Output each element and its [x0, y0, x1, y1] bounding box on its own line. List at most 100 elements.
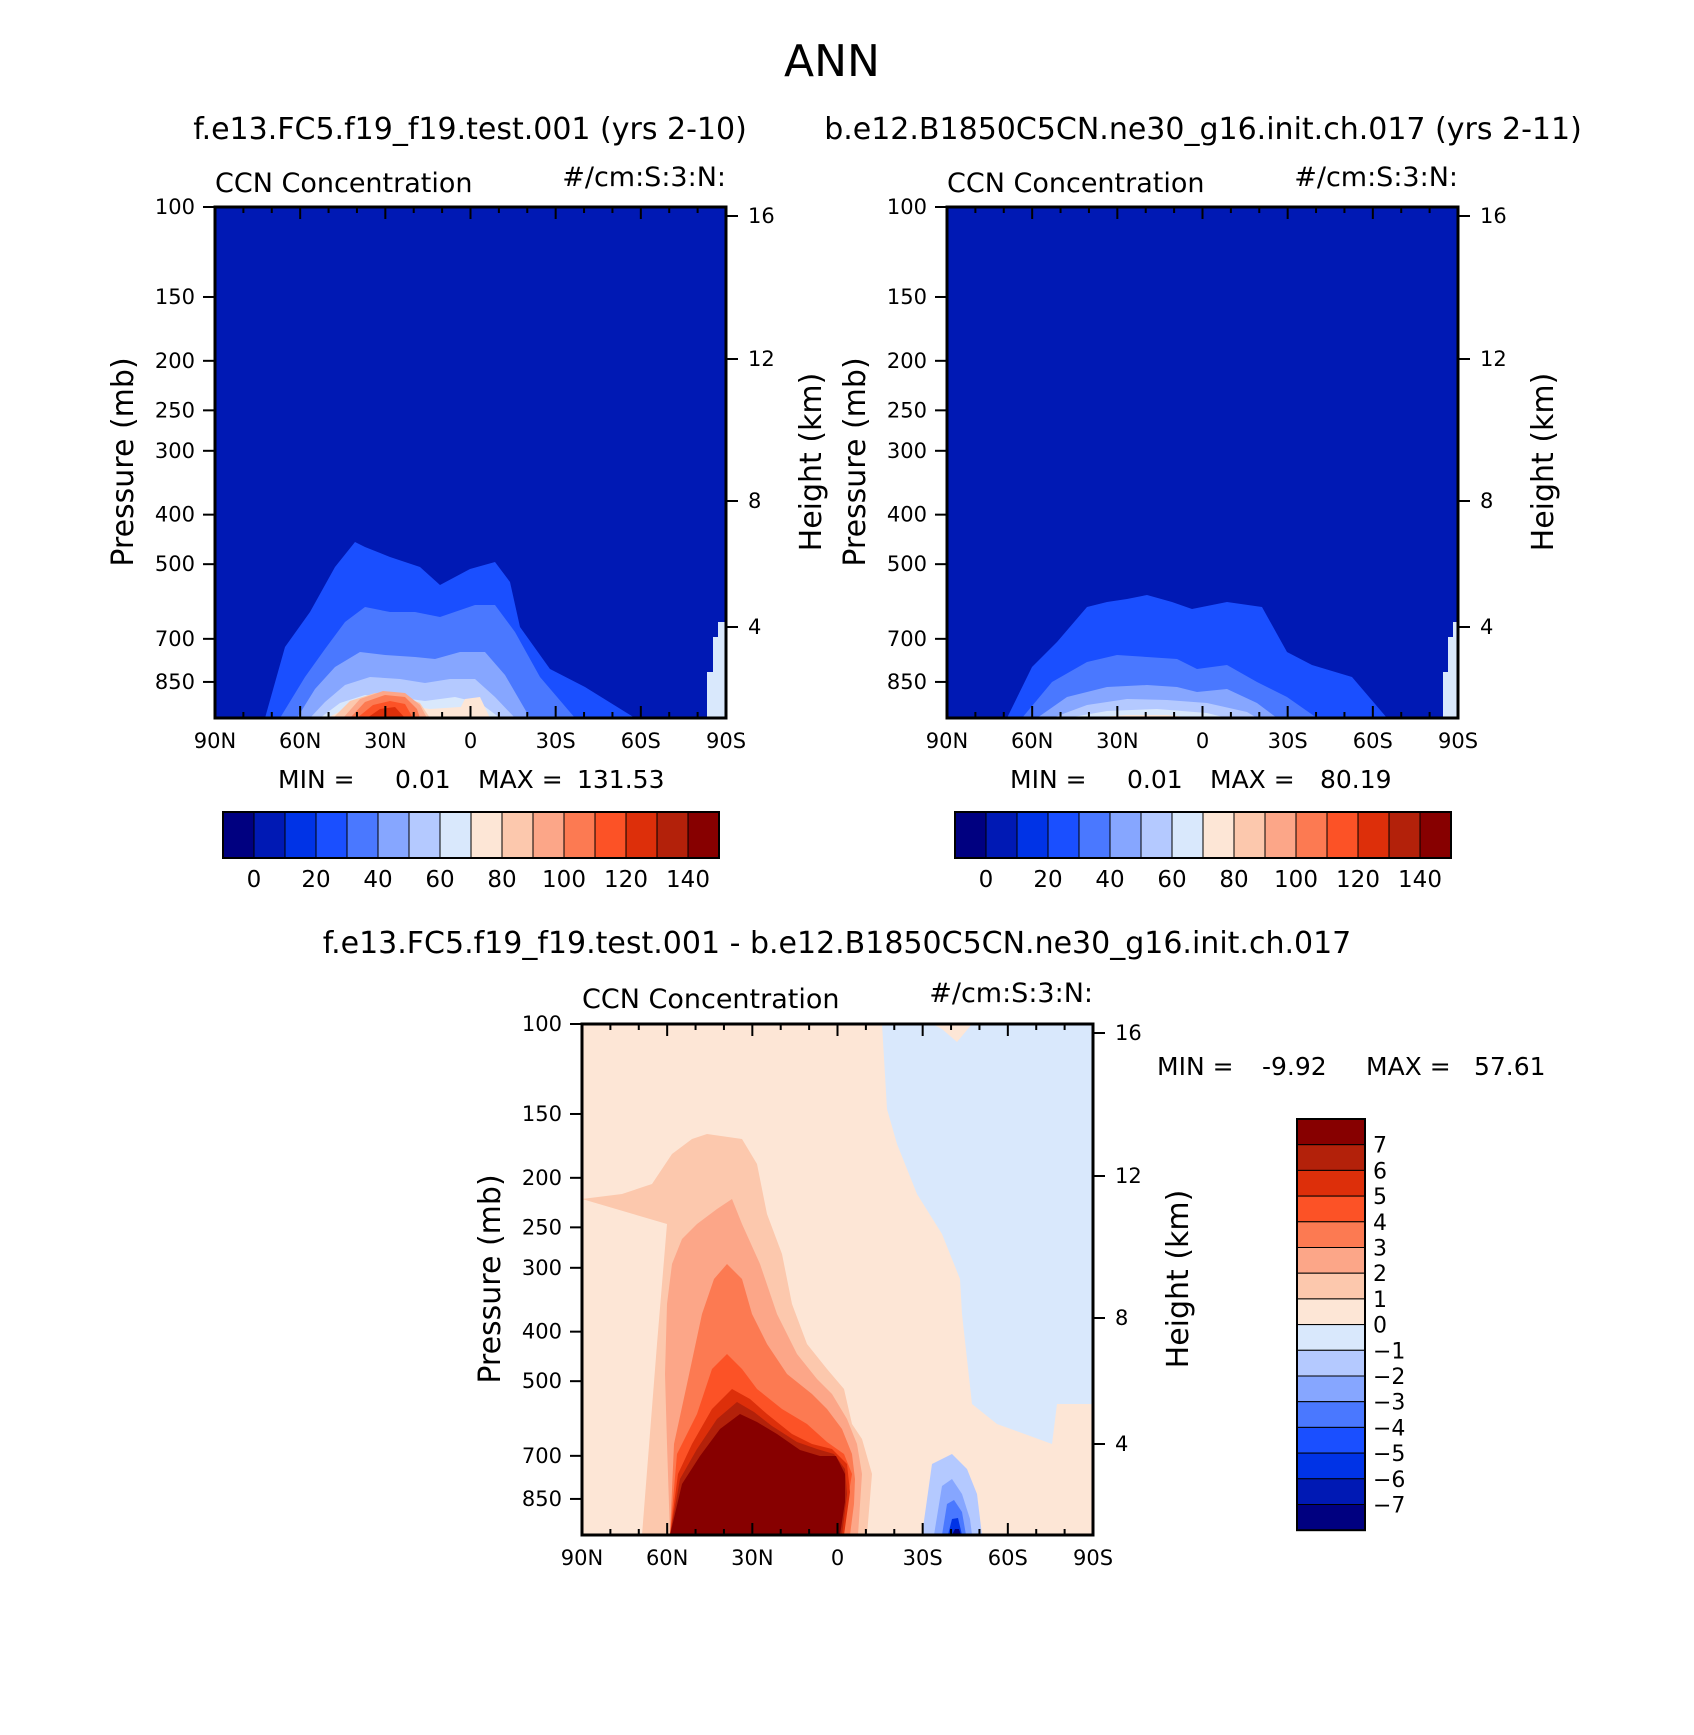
y2-tick-label: 16 [748, 204, 775, 228]
colorbar-box [1388, 811, 1421, 859]
max-label: MAX = [1210, 765, 1295, 794]
panel-difference: f.e13.FC5.f19_f19.test.001 - b.e12.B1850… [323, 926, 1546, 1570]
colorbar-box [594, 811, 627, 859]
variable-label: CCN Concentration [947, 168, 1205, 199]
y-tick-label: 150 [155, 285, 195, 309]
contour-band [1067, 709, 1227, 718]
contour-band [1078, 1439, 1093, 1535]
colorbar-box [1296, 1247, 1366, 1274]
colorbar: 0 20 40 60 80 100 120 140 [954, 811, 1452, 893]
contour-fills [1007, 595, 1458, 718]
colorbar-box [1296, 1169, 1366, 1197]
x-tick-label: 30N [364, 729, 406, 753]
colorbar-label: 60 [1157, 867, 1186, 893]
colorbar-box [1295, 811, 1328, 859]
colorbar-label: 140 [666, 867, 710, 893]
colorbar-label: 40 [363, 867, 392, 893]
colorbar-frame [954, 811, 1452, 859]
y2-tick-label: 4 [1115, 1432, 1128, 1456]
y-tick-label: 700 [887, 627, 927, 651]
colorbar-label: 4 [1373, 1211, 1387, 1236]
colorbar-label: 5 [1373, 1185, 1387, 1210]
colorbar-label: 20 [301, 867, 330, 893]
colorbar-box [1296, 1272, 1366, 1300]
x-tick-label: 90S [1438, 729, 1478, 753]
colorbar-label: −1 [1373, 1339, 1405, 1364]
plot-area [215, 207, 726, 718]
y2-tick-label: 4 [1480, 615, 1493, 639]
colorbar-box [501, 811, 534, 859]
colorbar-box [1109, 811, 1142, 859]
y2-tick-label: 8 [1480, 489, 1493, 513]
colorbar-label: 40 [1095, 867, 1124, 893]
y-tick-label: 500 [522, 1369, 562, 1393]
colorbar-label: 1 [1373, 1288, 1387, 1313]
max-value: 80.19 [1320, 765, 1392, 794]
colorbar-label: 6 [1373, 1159, 1387, 1184]
y-tick-label: 250 [155, 398, 195, 422]
colorbar-label: −2 [1373, 1365, 1405, 1390]
x-tick-label: 60N [279, 729, 321, 753]
colorbar-box [532, 811, 565, 859]
colorbar-box [1296, 1298, 1366, 1326]
colorbar-box [1296, 1324, 1366, 1351]
colorbar-box [253, 811, 286, 859]
y-tick-label: 400 [155, 503, 195, 527]
colorbar-box [1296, 1144, 1366, 1171]
contour-fills [265, 542, 726, 718]
panel-title: f.e13.FC5.f19_f19.test.001 - b.e12.B1850… [323, 926, 1352, 961]
y-tick-label: 400 [522, 1320, 562, 1344]
y-tick-label: 250 [522, 1215, 562, 1239]
x-tick-label: 0 [464, 729, 477, 753]
colorbar-frame [1296, 1118, 1366, 1532]
axes: 90N 60N 30N 0 30S 60S 90S 100 150 200 250 300 400 500… [473, 1012, 1196, 1570]
x-tick-label: 90N [561, 1546, 603, 1570]
colorbar-box [954, 811, 987, 859]
colorbar-box [1296, 1504, 1366, 1531]
x-tick-label: 0 [1196, 729, 1209, 753]
colorbar-box [1296, 1478, 1366, 1506]
colorbar-box [377, 811, 410, 859]
y-tick-label: 500 [887, 552, 927, 576]
x-tick-label: 60N [1011, 729, 1053, 753]
colorbar-box [1296, 1452, 1366, 1480]
colorbar-label: 140 [1398, 867, 1442, 893]
y-tick-label: 200 [155, 349, 195, 373]
colorbar-box [222, 811, 255, 859]
units-label: #/cm:S:3:N: [1294, 162, 1458, 193]
y-tick-label: 400 [887, 503, 927, 527]
x-tick-label: 90S [1073, 1546, 1113, 1570]
colorbar-label: 80 [1219, 867, 1248, 893]
colorbar-label: 80 [487, 867, 516, 893]
colorbar-box [346, 811, 379, 859]
contour-band [455, 697, 490, 718]
colorbar-label: 3 [1373, 1237, 1387, 1262]
y-tick-label: 100 [155, 195, 195, 219]
colorbar-label: −4 [1373, 1416, 1405, 1441]
x-tick-label: 30S [903, 1546, 943, 1570]
plot-area [947, 207, 1458, 718]
colorbar-box [1016, 811, 1049, 859]
y-tick-label: 150 [522, 1102, 562, 1126]
colorbar-box [1296, 1375, 1366, 1403]
contour-band [670, 1414, 845, 1535]
colorbar-box [1264, 811, 1297, 859]
colorbar-label: 60 [425, 867, 454, 893]
min-label: MIN = [278, 765, 355, 794]
colorbar-box [625, 811, 658, 859]
variable-label: CCN Concentration [215, 168, 473, 199]
y-tick-label: 150 [887, 285, 927, 309]
panel-title: f.e13.FC5.f19_f19.test.001 (yrs 2-10) [193, 112, 747, 147]
units-label: #/cm:S:3:N: [929, 978, 1093, 1009]
colorbar-box [315, 811, 348, 859]
colorbar-box [687, 811, 720, 859]
max-label: MAX = [478, 765, 563, 794]
y-tick-label: 200 [522, 1166, 562, 1190]
colorbar-label: 7 [1373, 1134, 1387, 1159]
x-tick-label: 90N [926, 729, 968, 753]
y-tick-label: 700 [155, 627, 195, 651]
colorbar-label: 20 [1033, 867, 1062, 893]
variable-label: CCN Concentration [582, 984, 840, 1015]
y2-tick-label: 16 [1115, 1021, 1142, 1045]
colorbar-box [1357, 811, 1390, 859]
